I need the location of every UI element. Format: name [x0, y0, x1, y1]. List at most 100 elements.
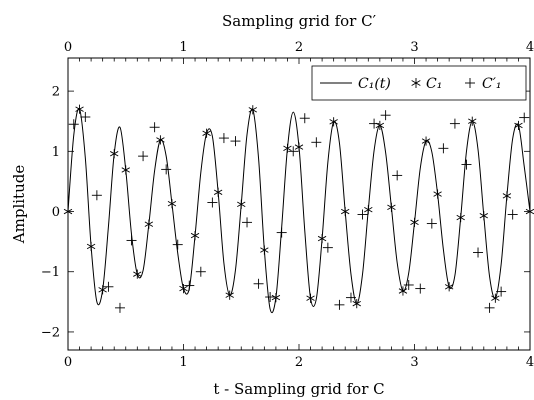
series-c1-marker [387, 202, 396, 212]
y-axis: −2 −1 0 1 2 [41, 85, 530, 340]
series-c1-marker [271, 293, 281, 303]
top-tick-label: 2 [295, 40, 303, 55]
series-c1-marker [121, 165, 130, 175]
top-axis: 0 1 2 3 4 [64, 40, 534, 64]
series-c1-marker [213, 187, 223, 197]
legend-plus-swatch [465, 78, 475, 88]
series-c1-marker [156, 135, 165, 145]
series-c1-marker [468, 116, 477, 126]
legend-label-c1prime: C′₁ [482, 76, 502, 92]
legend-label-c1: C₁ [426, 76, 442, 92]
series-c1-marker [86, 241, 96, 252]
series-c1prime-marker [461, 159, 472, 170]
series-c1prime-marker [345, 292, 356, 303]
x-axis-title-text: t - Sampling grid for C [213, 380, 384, 398]
series-c1prime-marker [380, 110, 391, 121]
series-c1prime-marker [126, 235, 137, 246]
plot-frame [67, 57, 531, 351]
series-c1prime-marker [322, 242, 333, 253]
series-c1-marker [75, 104, 84, 114]
legend: C₁(t) C₁ C′₁ [311, 65, 527, 101]
series-c1-marker [502, 191, 512, 201]
series-c1prime-marker [311, 137, 322, 148]
series-c1-marker [444, 282, 454, 292]
series-c1prime-marker [265, 292, 276, 303]
series-c1-marker [306, 293, 315, 303]
series-c1prime-marker [392, 170, 403, 181]
series-c1prime-marker [496, 286, 507, 297]
series-c1-marker [514, 120, 523, 131]
x-tick-label: 0 [64, 355, 72, 370]
series-c1-marker [294, 142, 304, 152]
y-tick-label: 0 [52, 205, 60, 220]
series-c1prime-marker [91, 190, 102, 201]
series-c1prime-marker [195, 266, 206, 277]
series-c1-marker [375, 120, 385, 131]
series-c1prime-marker [68, 119, 79, 130]
series-c1-marker [283, 143, 292, 153]
series-c1-marker [364, 205, 373, 215]
series-c1prime-marker [426, 218, 437, 229]
series-c1prime-marker [242, 217, 253, 228]
series-c1-marker [167, 199, 177, 209]
top-tick-label: 1 [179, 40, 187, 55]
series-c1prime-marker [484, 302, 495, 313]
legend-star-swatch [411, 78, 421, 88]
series-c1prime-marker [149, 122, 160, 133]
series-c1-marker [329, 117, 338, 127]
series-c1prime-marker [207, 197, 218, 208]
series-c1-marker [491, 293, 500, 303]
series-c1prime-marker [114, 302, 125, 313]
series-c1prime-marker [80, 112, 91, 123]
series-c1-marker [133, 269, 142, 279]
series-c1prime-marker [172, 239, 183, 250]
series-c1-marker [248, 105, 258, 115]
top-tick-label: 0 [64, 40, 72, 55]
series-c1prime-marker [276, 227, 287, 238]
x-tick-label: 2 [295, 355, 303, 370]
series-c1prime-marker [334, 299, 345, 310]
series-c1-marker [421, 136, 431, 146]
series-c1prime-marker [161, 164, 172, 175]
series-c1-marker [202, 128, 211, 138]
series-c1prime-marker [288, 146, 299, 157]
x-tick-label: 1 [179, 355, 187, 370]
series-c1-marker [109, 149, 119, 159]
series-c1prime-marker [473, 247, 484, 258]
series-c1prime-marker [138, 151, 149, 162]
chart-top-title-text: Sampling grid for C′ [222, 12, 377, 30]
series-c1-marker [237, 199, 246, 209]
series-c1-line [67, 107, 531, 314]
series-c1prime-marker [519, 112, 530, 123]
series-c1prime-marker [103, 281, 114, 292]
series-c1prime-marker [403, 279, 414, 290]
series-c1-marker [317, 234, 327, 244]
series-c1prime-marker [357, 209, 368, 220]
series-c1-marker [398, 286, 408, 296]
top-tick-label: 4 [526, 40, 534, 55]
x-tick-label: 3 [410, 355, 418, 370]
series-c1-marker [433, 189, 442, 199]
series-c1-marker [340, 206, 350, 217]
series-c1prime-marker [253, 278, 264, 289]
series-c1-marker [410, 217, 419, 227]
chart-top-title: Sampling grid for C′ [222, 12, 377, 30]
series-c1prime-marker [415, 283, 426, 294]
series-c1-marker [225, 290, 234, 300]
x-tick-label: 4 [526, 355, 534, 370]
series-c1prime-marker [184, 280, 195, 291]
series-c1-marker [456, 212, 465, 223]
series-c1-marker [98, 285, 107, 295]
x-axis-title: t - Sampling grid for C [213, 380, 384, 398]
series-c1-marker [479, 211, 489, 221]
y-tick-label: 1 [52, 145, 60, 160]
y-tick-label: −1 [41, 265, 60, 280]
y-tick-label: −2 [41, 325, 60, 340]
y-axis-title: Amplitude [10, 165, 28, 245]
y-tick-label: 2 [52, 85, 60, 100]
series-c1prime-marker [507, 209, 518, 220]
y-axis-title-text: Amplitude [10, 165, 28, 245]
series-c1prime-markers-group [68, 110, 530, 313]
series-c1prime-marker [299, 113, 310, 124]
series-c1prime-marker [438, 143, 449, 154]
